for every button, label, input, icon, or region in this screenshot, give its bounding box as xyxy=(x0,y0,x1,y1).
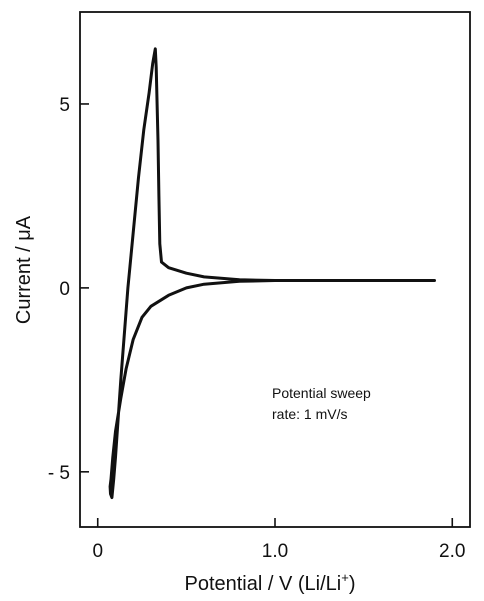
y-axis-label: Current / μA xyxy=(13,215,35,324)
y-tick-label-2: - 5 xyxy=(48,463,70,484)
x-tick-label-1: 1.0 xyxy=(262,541,288,562)
x-axis-label: Potential / V (Li/Li+) xyxy=(184,570,355,595)
x-axis-label-superscript: + xyxy=(341,570,349,585)
axis-ticks: 0 1.0 2.0 5 0 - 5 xyxy=(48,95,466,562)
x-tick-label-0: 0 xyxy=(92,541,103,562)
annotation-line-2: rate: 1 mV/s xyxy=(272,406,347,422)
x-axis-label-end: ) xyxy=(349,573,356,595)
plot-frame xyxy=(79,11,471,528)
y-tick-label-0: 5 xyxy=(59,95,70,116)
y-tick-label-1: 0 xyxy=(59,279,70,300)
series-cv-curve xyxy=(108,47,436,500)
annotation-line-1: Potential sweep xyxy=(272,385,371,401)
x-axis-label-main: Potential / V (Li/Li xyxy=(184,573,341,595)
x-tick-label-2: 2.0 xyxy=(439,541,465,562)
